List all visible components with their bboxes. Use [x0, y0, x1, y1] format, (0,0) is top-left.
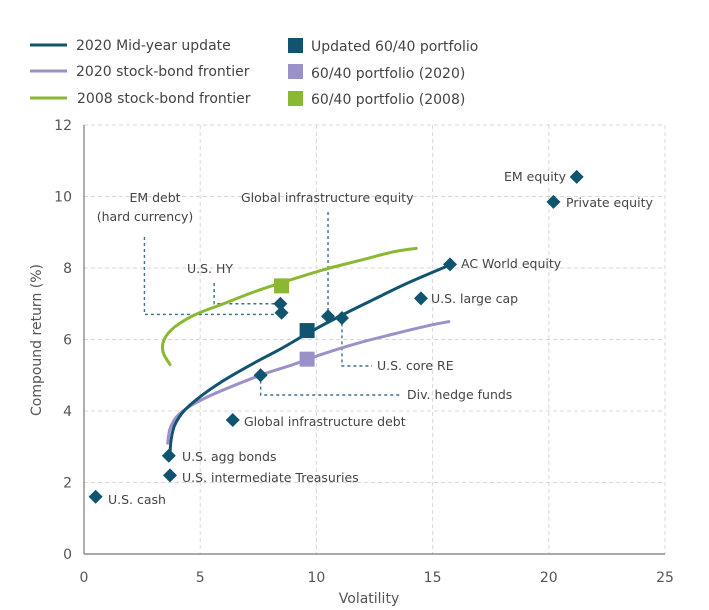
point-global-infrastructure-equity [321, 309, 336, 324]
label-us-large-cap: U.S. large cap [431, 291, 518, 306]
label-us-core-re: U.S. core RE [377, 358, 454, 373]
point-u-s-large-cap [413, 291, 428, 306]
legend-swatch-square [288, 91, 303, 106]
label-us-int-treasuries: U.S. intermediate Treasuries [182, 470, 359, 485]
annotation-leaders [143, 212, 402, 396]
marker-updated-60-40-portfolio [299, 323, 315, 339]
y-tick-label: 0 [63, 547, 72, 563]
legend-swatch-square [288, 38, 303, 53]
y-tick-label: 6 [63, 333, 72, 349]
x-tick-label: 0 [80, 570, 89, 586]
annotation-labels: EM debt (hard currency) U.S. HY Global i… [97, 169, 654, 507]
label-em-debt-line1: EM debt [129, 190, 180, 205]
leader-us-hy [213, 283, 275, 305]
legend-item-mid-year-update: 2020 Mid-year update [30, 38, 231, 54]
marker-60-40-portfolio-2008 [274, 278, 290, 294]
point-private-equity [546, 194, 561, 209]
y-tick-label: 8 [63, 261, 72, 277]
y-tick-label: 4 [63, 404, 72, 420]
legend-label: 2020 stock-bond frontier [76, 64, 250, 80]
2008-stock-bond-frontier-line [160, 246, 418, 367]
x-tick-label: 15 [424, 570, 442, 586]
legend-item-2008-frontier: 2008 stock-bond frontier [30, 91, 251, 107]
legend: 2020 Mid-year update 2020 stock-bond fro… [30, 38, 478, 108]
label-global-infra-equity: Global infrastructure equity [241, 190, 414, 205]
axes: 0 2 4 6 8 10 12 0 5 10 15 20 25 [54, 118, 674, 586]
label-us-hy: U.S. HY [187, 261, 233, 276]
marker-60-40-portfolio-2020 [299, 351, 315, 367]
label-div-hedge-funds: Div. hedge funds [407, 387, 512, 402]
y-axis-title: Compound return (%) [29, 264, 45, 416]
leader-div-hedge-funds [259, 380, 402, 396]
legend-label: 60/40 portfolio (2008) [311, 92, 465, 108]
point-ac-world-equity [443, 257, 458, 272]
x-tick-label: 20 [540, 570, 558, 586]
asset-points [88, 169, 584, 504]
point-div-hedge-funds [253, 368, 268, 383]
portfolio-markers [274, 278, 315, 367]
point-global-infrastructure-debt [225, 412, 240, 427]
grid [84, 124, 666, 554]
legend-swatch-square [288, 64, 303, 79]
label-em-equity: EM equity [504, 169, 567, 184]
label-private-equity: Private equity [566, 195, 653, 210]
label-ac-world-equity: AC World equity [461, 256, 562, 271]
point-u-s-hy [273, 296, 288, 311]
leader-em-debt [143, 237, 277, 316]
point-em-equity [569, 169, 584, 184]
label-em-debt-line2: (hard currency) [97, 209, 194, 224]
label-us-cash: U.S. cash [108, 492, 166, 507]
2020-mid-year-update-line [168, 262, 453, 456]
legend-label: 60/40 portfolio (2020) [311, 66, 465, 82]
y-tick-label: 2 [63, 476, 72, 492]
x-tick-label: 10 [307, 570, 325, 586]
legend-label: Updated 60/40 portfolio [311, 39, 478, 55]
legend-label: 2020 Mid-year update [76, 38, 231, 54]
leader-us-core-re [341, 323, 372, 367]
y-tick-label: 10 [54, 190, 72, 206]
label-us-agg-bonds: U.S. agg bonds [182, 449, 276, 464]
legend-item-portfolio-2020: 60/40 portfolio (2020) [288, 64, 465, 82]
legend-label: 2008 stock-bond frontier [77, 91, 251, 107]
point-em-debt-hard-currency [274, 305, 289, 320]
y-tick-label: 12 [54, 118, 72, 134]
point-u-s-core-re [334, 311, 349, 326]
point-u-s-agg-bonds [161, 448, 176, 463]
label-global-infra-debt: Global infrastructure debt [244, 414, 406, 429]
legend-item-updated-portfolio: Updated 60/40 portfolio [288, 38, 478, 55]
x-tick-label: 25 [656, 570, 674, 586]
point-u-s-intermediate-treasuries [162, 468, 177, 483]
x-tick-label: 5 [196, 570, 205, 586]
point-u-s-cash [88, 489, 103, 504]
legend-item-2020-frontier: 2020 stock-bond frontier [30, 64, 250, 80]
legend-item-portfolio-2008: 60/40 portfolio (2008) [288, 91, 465, 108]
x-axis-title: Volatility [339, 591, 399, 607]
